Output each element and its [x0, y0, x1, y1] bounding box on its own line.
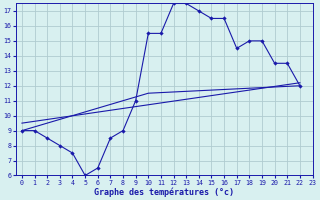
- X-axis label: Graphe des températures (°c): Graphe des températures (°c): [94, 187, 234, 197]
